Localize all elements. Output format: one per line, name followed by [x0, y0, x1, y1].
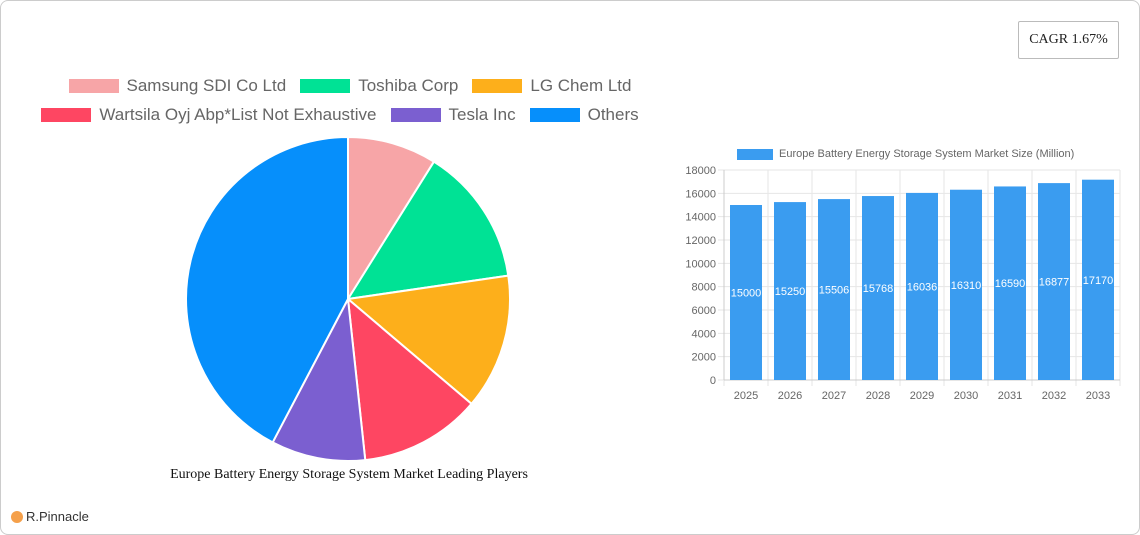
pie-legend-item[interactable]: LG Chem Ltd: [472, 76, 631, 96]
pie-slice[interactable]: [347, 135, 436, 303]
legend-swatch: [529, 108, 580, 122]
legend-label: Samsung SDI Co Ltd: [126, 76, 287, 95]
bar-value-label: 15506: [819, 285, 850, 297]
bar-value-label: 15768: [863, 283, 894, 295]
y-tick-label: 18000: [685, 165, 716, 177]
x-tick-label: 2030: [954, 390, 978, 402]
x-tick-label: 2032: [1042, 390, 1066, 402]
bar-value-label: 17170: [1083, 275, 1114, 287]
x-tick-label: 2026: [778, 390, 802, 402]
bar-value-label: 15000: [731, 288, 762, 300]
bar[interactable]: [906, 192, 938, 380]
bar-value-label: 16310: [951, 280, 982, 292]
bar-legend-swatch: [737, 148, 773, 160]
y-tick-label: 8000: [692, 282, 716, 294]
y-tick-label: 10000: [685, 258, 716, 270]
y-tick-label: 4000: [692, 328, 716, 340]
pie-chart-title: Europe Battery Energy Storage System Mar…: [170, 467, 528, 482]
legend-swatch: [390, 108, 441, 122]
pie-slice[interactable]: [346, 296, 473, 462]
pie-slice[interactable]: [345, 274, 511, 406]
x-tick-label: 2029: [910, 390, 934, 402]
bar-chart: 0 2000 4000 6000 8000 10000 12000 14000 16000 180…: [685, 165, 1121, 402]
legend-swatch: [472, 79, 523, 93]
legend-swatch: [300, 79, 351, 93]
pie-legend-item[interactable]: Tesla Inc: [390, 105, 516, 125]
y-tick-label: 16000: [685, 188, 716, 200]
pie-legend-row-2: Wartsila Oyj Abp*List Not Exhaustive Tesl…: [0, 105, 690, 125]
y-tick-label: 6000: [692, 305, 716, 317]
legend-label: Tesla Inc: [448, 105, 516, 124]
legend-label: Wartsila Oyj Abp*List Not Exhaustive: [99, 105, 377, 124]
legend-label: Others: [587, 105, 639, 124]
pie-legend-item[interactable]: Others: [529, 105, 639, 125]
cagr-badge: CAGR 1.67%: [1018, 21, 1119, 59]
bar[interactable]: [1038, 183, 1070, 380]
legend-label: LG Chem Ltd: [530, 76, 632, 95]
bar[interactable]: [818, 199, 850, 380]
legend-label: Toshiba Corp: [358, 76, 459, 95]
x-tick-label: 2025: [734, 390, 758, 402]
x-tick-label: 2027: [822, 390, 846, 402]
bar-legend-label: Europe Battery Energy Storage System Mar…: [779, 148, 1075, 160]
pie-legend-item[interactable]: Wartsila Oyj Abp*List Not Exhaustive: [41, 105, 377, 125]
x-tick-label: 2033: [1086, 390, 1110, 402]
pie-legend-row-1: Samsung SDI Co Ltd Toshiba Corp LG Chem Lt…: [0, 76, 700, 96]
brand-logo: R.Pinnacle: [11, 509, 89, 524]
pie-slice[interactable]: [271, 295, 367, 462]
y-tick-label: 14000: [685, 212, 716, 224]
bar-value-label: 15250: [775, 286, 806, 298]
bar[interactable]: [1082, 179, 1114, 380]
brand-name: R.Pinnacle: [26, 509, 89, 524]
x-tick-label: 2028: [866, 390, 890, 402]
bar[interactable]: [950, 189, 982, 380]
pie-chart: [185, 135, 511, 462]
pinnacle-logo-icon: [11, 510, 23, 523]
x-tick-label: 2031: [998, 390, 1022, 402]
bar[interactable]: [994, 186, 1026, 380]
y-tick-label: 2000: [692, 352, 716, 364]
legend-swatch: [68, 79, 119, 93]
bar-value-label: 16590: [995, 278, 1026, 290]
y-tick-label: 0: [710, 375, 716, 387]
y-tick-label: 12000: [685, 235, 716, 247]
bar-value-label: 16036: [907, 281, 938, 293]
bar-value-label: 16877: [1039, 277, 1070, 289]
bar-legend[interactable]: Europe Battery Energy Storage System Mar…: [737, 148, 1074, 160]
bar[interactable]: [862, 196, 894, 380]
pie-slice[interactable]: [185, 135, 349, 444]
pie-legend-item[interactable]: Toshiba Corp: [300, 76, 458, 96]
bar[interactable]: [774, 202, 806, 380]
legend-swatch: [41, 108, 92, 122]
pie-legend-item[interactable]: Samsung SDI Co Ltd: [68, 76, 287, 96]
pie-slice[interactable]: [346, 160, 510, 301]
bar[interactable]: [730, 205, 762, 380]
